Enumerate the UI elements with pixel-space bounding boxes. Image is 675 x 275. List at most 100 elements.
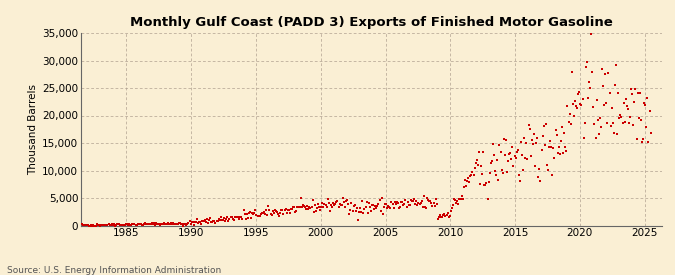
Point: [603, 70, 614, 75]
Point: [358, 210, 369, 215]
Point: [533, 175, 543, 179]
Point: [100, 223, 111, 227]
Point: [101, 223, 112, 227]
Point: [458, 185, 469, 190]
Point: [379, 202, 390, 206]
Point: [249, 211, 260, 216]
Point: [578, 136, 589, 140]
Point: [406, 198, 417, 203]
Point: [334, 202, 345, 207]
Point: [478, 150, 489, 154]
Point: [308, 210, 319, 214]
Point: [219, 216, 230, 220]
Point: [287, 207, 298, 211]
Point: [519, 136, 530, 140]
Point: [223, 219, 234, 224]
Point: [441, 213, 452, 218]
Point: [548, 145, 559, 150]
Point: [234, 216, 244, 221]
Point: [385, 205, 396, 210]
Point: [171, 222, 182, 226]
Point: [631, 137, 642, 142]
Point: [451, 201, 462, 205]
Point: [363, 200, 374, 205]
Point: [622, 107, 633, 112]
Point: [128, 222, 139, 226]
Point: [195, 220, 206, 225]
Point: [123, 223, 134, 227]
Point: [532, 136, 543, 141]
Point: [316, 205, 327, 209]
Point: [255, 212, 266, 216]
Point: [356, 210, 367, 214]
Point: [167, 221, 178, 226]
Point: [138, 222, 148, 227]
Point: [269, 208, 280, 212]
Point: [389, 200, 400, 204]
Point: [107, 222, 117, 227]
Point: [550, 128, 561, 133]
Point: [620, 97, 631, 101]
Point: [238, 208, 249, 213]
Point: [263, 204, 274, 208]
Point: [362, 210, 373, 215]
Point: [307, 198, 318, 203]
Point: [615, 112, 626, 117]
Point: [76, 222, 87, 227]
Point: [271, 210, 282, 214]
Point: [196, 222, 207, 226]
Point: [595, 125, 606, 129]
Point: [477, 172, 487, 176]
Point: [411, 199, 422, 203]
Point: [480, 183, 491, 188]
Point: [423, 198, 433, 202]
Point: [595, 116, 605, 120]
Point: [217, 218, 227, 222]
Point: [475, 182, 485, 187]
Point: [456, 193, 467, 198]
Point: [470, 161, 481, 166]
Point: [383, 204, 394, 208]
Point: [75, 223, 86, 227]
Point: [406, 198, 416, 203]
Point: [527, 142, 538, 146]
Point: [382, 206, 393, 210]
Point: [144, 222, 155, 227]
Point: [252, 214, 263, 218]
Point: [261, 208, 271, 212]
Point: [293, 205, 304, 209]
Point: [148, 221, 159, 225]
Point: [352, 218, 363, 222]
Point: [479, 183, 489, 187]
Point: [165, 222, 176, 226]
Point: [74, 223, 85, 227]
Point: [194, 220, 205, 224]
Point: [210, 221, 221, 225]
Point: [469, 166, 480, 170]
Point: [593, 132, 604, 136]
Point: [321, 205, 332, 209]
Point: [372, 204, 383, 208]
Point: [524, 126, 535, 131]
Point: [514, 173, 524, 177]
Point: [450, 198, 460, 202]
Point: [146, 221, 157, 226]
Point: [506, 157, 516, 161]
Point: [400, 197, 411, 202]
Point: [232, 215, 242, 219]
Point: [462, 175, 473, 180]
Point: [205, 216, 215, 220]
Point: [510, 156, 521, 160]
Point: [178, 223, 188, 228]
Point: [71, 223, 82, 227]
Point: [368, 203, 379, 208]
Point: [176, 222, 186, 226]
Point: [256, 211, 267, 215]
Point: [320, 203, 331, 207]
Point: [534, 167, 545, 171]
Point: [418, 194, 429, 198]
Point: [520, 156, 531, 160]
Point: [586, 32, 597, 36]
Point: [610, 83, 620, 87]
Point: [166, 221, 177, 226]
